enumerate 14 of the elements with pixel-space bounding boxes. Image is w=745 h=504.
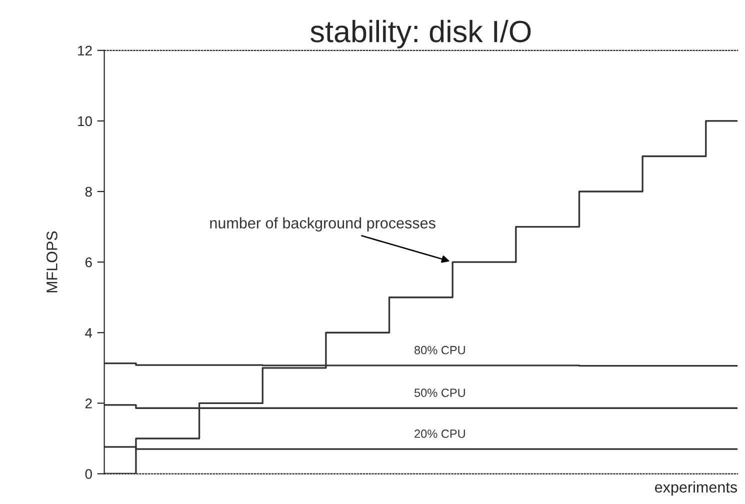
series-label: 50% CPU (414, 388, 465, 397)
series-label: 20% CPU (414, 430, 465, 438)
series-label: 80% CPU (414, 346, 465, 354)
y-tick-label: 8 (85, 186, 92, 197)
text: number of background processes (210, 217, 436, 232)
y-tick-label: 0 (85, 469, 92, 479)
y-tick-label: 4 (85, 328, 92, 338)
chart-title: stability: disk I/O (310, 20, 531, 48)
y-tick-label: 6 (85, 257, 92, 268)
y-tick-label: 10 (78, 116, 92, 126)
y-tick-label: 12 (78, 46, 92, 56)
x-axis-title: experiments (654, 481, 738, 496)
y-axis-title: MFLOPS (46, 231, 58, 292)
y-tick-label: 2 (85, 398, 92, 408)
